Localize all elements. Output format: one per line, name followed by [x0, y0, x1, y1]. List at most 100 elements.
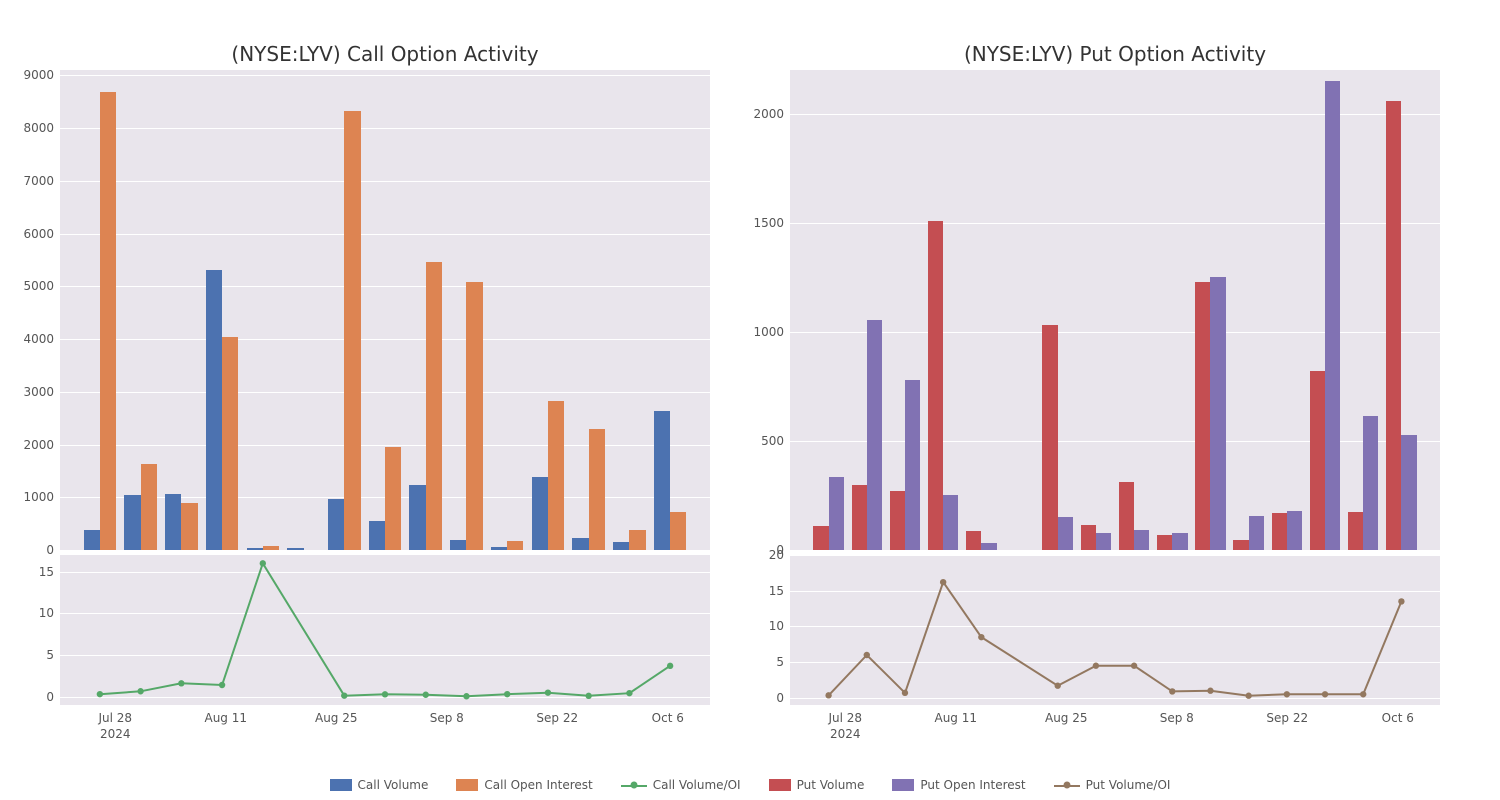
bar [328, 499, 344, 550]
bar [1310, 371, 1325, 550]
put-chart-title: (NYSE:LYV) Put Option Activity [790, 42, 1440, 66]
bar [829, 477, 844, 550]
legend: Call Volume Call Open Interest Call Volume… [0, 778, 1500, 792]
y-tick-label: 15 [769, 584, 790, 598]
y-tick-label: 20 [769, 548, 790, 562]
bar [629, 530, 645, 550]
x-tick-label: Sep 22 [536, 705, 578, 725]
y-tick-label: 0 [776, 691, 790, 705]
legend-label: Call Open Interest [484, 778, 592, 792]
legend-item: Call Volume/OI [621, 778, 741, 792]
y-tick-label: 5000 [23, 279, 60, 293]
bar [206, 270, 222, 550]
bar [385, 447, 401, 550]
bar [466, 282, 482, 550]
y-tick-label: 7000 [23, 174, 60, 188]
bar [507, 541, 523, 550]
y-tick-label: 3000 [23, 385, 60, 399]
y-tick-label: 9000 [23, 68, 60, 82]
bar [548, 401, 564, 550]
bar [1119, 482, 1134, 550]
bar [1134, 530, 1149, 550]
bar [532, 477, 548, 550]
legend-swatch [892, 779, 914, 791]
x-tick-label: Aug 11 [934, 705, 977, 725]
legend-swatch [1054, 779, 1080, 791]
bar [100, 92, 116, 550]
x-tick-label: Aug 11 [204, 705, 247, 725]
bar [1363, 416, 1378, 550]
bar [141, 464, 157, 550]
call-ratio-panel: 051015Jul 282024Aug 11Aug 25Sep 8Sep 22O… [60, 555, 710, 705]
y-tick-label: 0 [46, 690, 60, 704]
bar [1172, 533, 1187, 550]
bar [1058, 517, 1073, 550]
legend-label: Call Volume [358, 778, 429, 792]
y-tick-label: 0 [46, 543, 60, 557]
legend-label: Put Volume [797, 778, 865, 792]
bar [943, 495, 958, 550]
bar [344, 111, 360, 550]
bar [84, 530, 100, 550]
legend-swatch [769, 779, 791, 791]
y-tick-label: 2000 [753, 107, 790, 121]
bar [1233, 540, 1248, 550]
bar [1348, 512, 1363, 550]
ratio-line [790, 555, 1440, 705]
bar [491, 547, 507, 550]
bar [852, 485, 867, 550]
bar [287, 548, 303, 550]
bar [905, 380, 920, 550]
legend-label: Call Volume/OI [653, 778, 741, 792]
bar [222, 337, 238, 550]
legend-item: Call Open Interest [456, 778, 592, 792]
bar [867, 320, 882, 550]
ratio-line [60, 555, 710, 705]
x-tick-label: Oct 6 [652, 705, 684, 725]
put-ratio-panel: 05101520Jul 282024Aug 11Aug 25Sep 8Sep 2… [790, 555, 1440, 705]
bar [928, 221, 943, 550]
put-bar-panel: 0500100015002000 [790, 70, 1440, 550]
bar [1195, 282, 1210, 550]
bar [1210, 277, 1225, 550]
figure: (NYSE:LYV) Call Option Activity (NYSE:LY… [0, 0, 1500, 800]
x-tick-year: 2024 [830, 705, 861, 741]
bar [1287, 511, 1302, 550]
y-tick-label: 10 [39, 606, 60, 620]
y-tick-label: 500 [761, 434, 790, 448]
call-bar-panel: 0100020003000400050006000700080009000 [60, 70, 710, 550]
y-tick-label: 6000 [23, 227, 60, 241]
call-chart-title: (NYSE:LYV) Call Option Activity [60, 42, 710, 66]
y-tick-label: 15 [39, 565, 60, 579]
x-tick-year: 2024 [100, 705, 131, 741]
bar [369, 521, 385, 550]
bar [1386, 101, 1401, 550]
bar [1272, 513, 1287, 550]
y-tick-label: 4000 [23, 332, 60, 346]
bar [426, 262, 442, 550]
legend-item: Put Open Interest [892, 778, 1025, 792]
y-tick-label: 5 [46, 648, 60, 662]
legend-swatch [330, 779, 352, 791]
y-tick-label: 1000 [23, 490, 60, 504]
bar [165, 494, 181, 550]
x-tick-label: Sep 8 [430, 705, 464, 725]
x-tick-label: Sep 22 [1266, 705, 1308, 725]
x-tick-label: Aug 25 [1045, 705, 1088, 725]
bar [1096, 533, 1111, 550]
legend-item: Put Volume/OI [1054, 778, 1171, 792]
bar [572, 538, 588, 550]
y-tick-label: 1000 [753, 325, 790, 339]
y-tick-label: 2000 [23, 438, 60, 452]
legend-swatch [456, 779, 478, 791]
bar [981, 543, 996, 550]
y-tick-label: 10 [769, 619, 790, 633]
bar [813, 526, 828, 550]
bar [263, 546, 279, 550]
bar [1042, 325, 1057, 550]
x-tick-label: Oct 6 [1382, 705, 1414, 725]
legend-item: Call Volume [330, 778, 429, 792]
bar [1249, 516, 1264, 550]
bar [890, 491, 905, 550]
legend-swatch [621, 779, 647, 791]
